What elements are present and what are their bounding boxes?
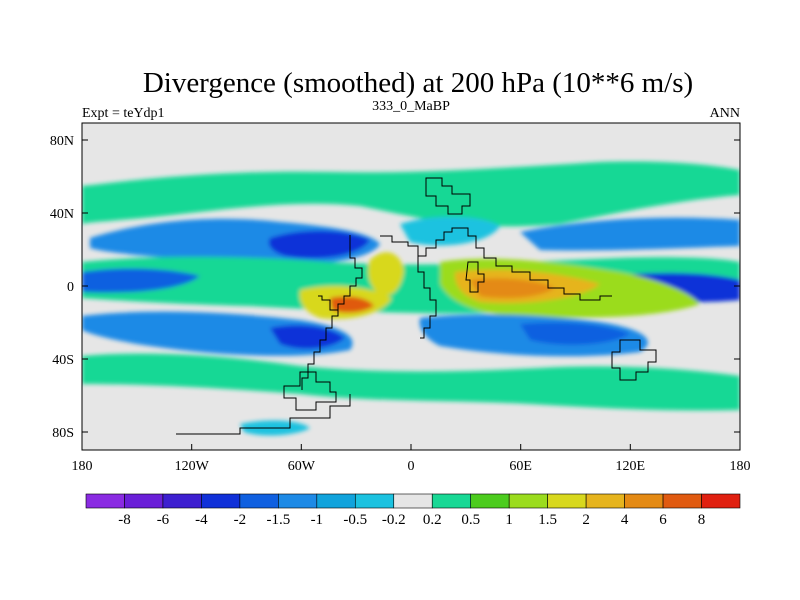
colorbar-label: 1.5 bbox=[538, 512, 557, 528]
colorbar-legend: -8 -6 -4 -2 -1.5 -1 -0.5 -0.2 0.2 0.5 1 1.5 2 4 6 8 bbox=[85, 493, 741, 528]
colorbar-swatch bbox=[354, 493, 395, 509]
coastline-greenland bbox=[425, 177, 471, 215]
contour-positive-band-south bbox=[82, 353, 740, 411]
season-label: ANN bbox=[710, 106, 740, 121]
divergence-contour-fields bbox=[82, 161, 740, 436]
colorbar-label: -1 bbox=[311, 512, 324, 528]
figure-title: Divergence (smoothed) at 200 hPa (10**6 … bbox=[143, 67, 693, 99]
x-tick-label: 60E bbox=[509, 459, 532, 474]
colorbar-label: -8 bbox=[118, 512, 131, 528]
x-tick-label: 180 bbox=[72, 459, 93, 474]
colorbar-swatch bbox=[662, 493, 702, 509]
coastline-australia bbox=[611, 339, 657, 381]
colorbar-swatch bbox=[124, 493, 164, 509]
x-tick-label: 60W bbox=[288, 459, 316, 474]
coastline-india bbox=[465, 261, 485, 293]
colorbar-swatch bbox=[470, 493, 510, 509]
colorbar-label: 6 bbox=[659, 512, 667, 528]
colorbar-label: 0.2 bbox=[423, 512, 442, 528]
x-tick-label: 120E bbox=[616, 459, 646, 474]
coastline-antarctic-peninsula bbox=[176, 394, 351, 435]
contour-negative-core-south-atlantic bbox=[520, 322, 630, 345]
colorbar-label: -0.2 bbox=[382, 512, 406, 528]
map-plot-area: 80N 40N 0 40S 80S 180 120W 60W 0 60E 120… bbox=[50, 122, 751, 474]
colorbar-label: -6 bbox=[157, 512, 170, 528]
colorbar-label: 0.5 bbox=[461, 512, 480, 528]
time-period-label: 333_0_MaBP bbox=[372, 99, 450, 114]
colorbar-swatch bbox=[508, 493, 548, 509]
contour-positive-band-north bbox=[82, 161, 740, 227]
x-axis-labels: 180 120W 60W 0 60E 120E 180 bbox=[72, 459, 751, 474]
colorbar-label: -0.5 bbox=[343, 512, 367, 528]
experiment-label: Expt = teYdp1 bbox=[82, 106, 165, 121]
x-tick-label: 0 bbox=[408, 459, 415, 474]
colorbar-swatch bbox=[162, 493, 202, 509]
contour-negative-core-nw bbox=[268, 230, 370, 259]
colorbar-swatch bbox=[393, 493, 433, 509]
coastline-southern-arc bbox=[283, 371, 337, 411]
x-axis bbox=[81, 444, 741, 450]
contour-negative-lobe-europe bbox=[400, 216, 500, 246]
y-tick-label: 0 bbox=[67, 280, 74, 295]
contour-negative-pacific-equator bbox=[82, 268, 200, 293]
colorbar-swatch bbox=[278, 493, 318, 509]
y-tick-label: 80N bbox=[50, 134, 74, 149]
y-tick-label: 80S bbox=[52, 426, 74, 441]
colorbar-label: 4 bbox=[621, 512, 629, 528]
coastline-eurasia bbox=[380, 227, 612, 301]
coastline-south-america bbox=[301, 304, 339, 390]
colorbar-swatch bbox=[701, 493, 741, 509]
colorbar-swatch bbox=[85, 493, 125, 509]
continent-outlines bbox=[176, 177, 657, 435]
colorbar-swatch bbox=[201, 493, 241, 509]
y-axis bbox=[82, 139, 740, 433]
contour-strong-core-indian-ocean bbox=[470, 278, 555, 298]
x-tick-label: 120W bbox=[175, 459, 210, 474]
colorbar-label: 1 bbox=[505, 512, 513, 528]
coastline-africa bbox=[417, 256, 437, 339]
colorbar-label: 8 bbox=[698, 512, 706, 528]
y-tick-label: 40S bbox=[52, 353, 74, 368]
colorbar-label: 2 bbox=[582, 512, 590, 528]
colorbar-label: -2 bbox=[234, 512, 247, 528]
colorbar-label: -1.5 bbox=[266, 512, 290, 528]
y-tick-label: 40N bbox=[50, 207, 74, 222]
contour-negative-lobe-ne bbox=[520, 217, 740, 251]
colorbar-swatch bbox=[431, 493, 472, 509]
colorbar-swatch bbox=[585, 493, 625, 509]
contour-positive-core-south-america bbox=[330, 296, 374, 313]
colorbar-label: -4 bbox=[195, 512, 208, 528]
colorbar-swatch bbox=[624, 493, 664, 509]
coastline-north-america bbox=[318, 235, 363, 311]
colorbar-swatch bbox=[316, 493, 356, 509]
y-axis-labels: 80N 40N 0 40S 80S bbox=[50, 134, 74, 441]
colorbar-swatch bbox=[239, 493, 279, 509]
colorbar-swatch bbox=[547, 493, 587, 509]
contour-positive-africa bbox=[368, 252, 404, 296]
x-tick-label: 180 bbox=[730, 459, 751, 474]
